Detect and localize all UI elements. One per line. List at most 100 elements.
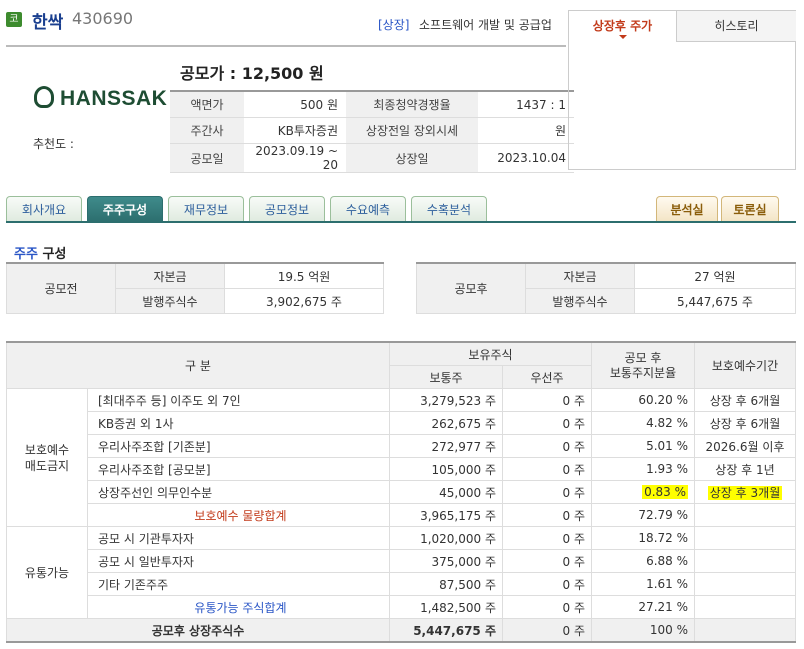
table-row: 보호예수 매도금지 [최대주주 등] 이주도 외 7인 3,279,523 주 … <box>6 388 796 527</box>
info-value: 2023.10.04 <box>478 143 574 173</box>
capital-value: 27 억원 <box>634 262 796 289</box>
preferred-shares: 0 주 <box>502 388 592 412</box>
lockup-period <box>694 595 796 619</box>
holder-name: [최대주주 등] 이주도 외 7인 <box>87 388 390 412</box>
info-value: 1437 : 1 <box>478 90 574 118</box>
before-label: 공모전 <box>6 262 116 314</box>
tab-history[interactable]: 히스토리 <box>676 11 796 42</box>
common-shares: 1,482,500 주 <box>389 595 503 619</box>
lockup-period: 상장 후 3개월 <box>694 480 796 504</box>
preferred-shares: 0 주 <box>502 503 592 527</box>
subtotal-row: 보호예수 물량합계 3,965,175 주 0 주 72.79 % <box>7 503 796 527</box>
preferred-shares: 0 주 <box>502 411 592 435</box>
tab-divider <box>6 221 796 223</box>
common-shares: 272,977 주 <box>389 434 503 458</box>
info-label: 주간사 <box>170 117 244 144</box>
ownership-ratio: 1.93 % <box>591 457 695 481</box>
info-row: 공모일 2023.09.19 ~ 20 상장일 2023.10.04 <box>170 143 574 173</box>
shares-label: 발행주식수 <box>115 288 225 314</box>
company-name: 한싹 <box>32 13 64 33</box>
preferred-shares: 0 주 <box>502 480 592 504</box>
preferred-shares: 0 주 <box>502 434 592 458</box>
table-row: 기타 기존주주 87,500 주 0 주 1.61 % <box>7 572 796 596</box>
holder-name: 공모 시 일반투자자 <box>87 549 390 573</box>
lockup-period: 상장 후 6개월 <box>694 388 796 412</box>
shareholder-table: 구 분 보유주식 공모 후 보통주지분율 보호예수기간 보통주 우선주 보호예수… <box>6 341 796 643</box>
info-label: 공모일 <box>170 143 244 173</box>
header-divider <box>6 45 566 47</box>
after-label: 공모후 <box>416 262 526 314</box>
info-row: 액면가 500 원 최종청약경쟁율 1437 : 1 <box>170 90 574 118</box>
lockup-period: 2026.6월 이후 <box>694 434 796 458</box>
lockup-period <box>694 503 796 527</box>
lockup-period: 상장 후 6개월 <box>694 411 796 435</box>
common-shares: 3,965,175 주 <box>389 503 503 527</box>
market-label[interactable]: [상장] <box>378 18 410 32</box>
info-value: 원 <box>478 117 574 144</box>
ownership-ratio: 27.21 % <box>591 595 695 619</box>
lockup-period <box>694 526 796 550</box>
common-shares: 5,447,675 주 <box>389 618 503 643</box>
highlight: 상장 후 3개월 <box>707 485 783 500</box>
col-holding: 보유주식 <box>389 341 592 366</box>
capital-label: 자본금 <box>525 262 635 289</box>
tab-return-analysis[interactable]: 수혹분석 <box>411 196 487 222</box>
common-shares: 262,675 주 <box>389 411 503 435</box>
table-row: KB증권 외 1사 262,675 주 0 주 4.82 % 상장 후 6개월 <box>7 411 796 435</box>
table-row: 상장주선인 의무인수분 45,000 주 0 주 0.83 % 상장 후 3개월 <box>7 480 796 504</box>
ownership-ratio: 5.01 % <box>591 434 695 458</box>
common-shares: 105,000 주 <box>389 457 503 481</box>
recommend-label: 추천도 : <box>33 137 74 151</box>
info-label: 상장전일 장외시세 <box>346 117 478 144</box>
lockup-period <box>694 549 796 573</box>
shares-value: 3,902,675 주 <box>224 288 384 314</box>
table-row: 유통가능 공모 시 기관투자자 1,020,000 주 0 주 18.72 % <box>6 526 796 619</box>
down-triangle-icon <box>619 35 627 39</box>
lockup-period <box>694 618 796 643</box>
preferred-shares: 0 주 <box>502 595 592 619</box>
total-row: 공모후 상장주식수 5,447,675 주 0 주 100 % <box>6 618 796 643</box>
info-row: 주간사 KB투자증권 상장전일 장외시세 원 <box>170 117 574 144</box>
holder-name: KB증권 외 1사 <box>87 411 390 435</box>
tab-financials[interactable]: 재무정보 <box>168 196 244 222</box>
common-shares: 45,000 주 <box>389 480 503 504</box>
lockup-period: 상장 후 1년 <box>694 457 796 481</box>
capital-before-table: 공모전 자본금 19.5 억원 발행주식수 3,902,675 주 <box>6 262 384 314</box>
tab-company-overview[interactable]: 회사개요 <box>6 196 82 222</box>
holder-name: 우리사주조합 [공모분] <box>87 457 390 481</box>
info-value: 500 원 <box>244 90 346 118</box>
info-value: 2023.09.19 ~ 20 <box>244 143 346 173</box>
col-preferred: 우선주 <box>502 365 592 389</box>
tab-discussion-room[interactable]: 토론실 <box>721 196 779 222</box>
tab-analysis-room[interactable]: 분석실 <box>656 196 718 222</box>
col-ratio: 공모 후 보통주지분율 <box>591 341 695 389</box>
info-value: KB투자증권 <box>244 117 346 144</box>
ownership-ratio: 60.20 % <box>591 388 695 412</box>
group-lockup: 보호예수 매도금지 <box>6 388 88 527</box>
group-tradable: 유통가능 <box>6 526 88 619</box>
subtotal-label: 보호예수 물량합계 <box>87 503 390 527</box>
common-shares: 375,000 주 <box>389 549 503 573</box>
subtotal-row: 유통가능 주식합계 1,482,500 주 0 주 27.21 % <box>7 595 796 619</box>
common-shares: 3,279,523 주 <box>389 388 503 412</box>
common-shares: 87,500 주 <box>389 572 503 596</box>
table-row: 우리사주조합 [공모분] 105,000 주 0 주 1.93 % 상장 후 1… <box>7 457 796 481</box>
section-title: 주주 구성 <box>14 247 67 262</box>
table-row: 우리사주조합 [기존분] 272,977 주 0 주 5.01 % 2026.6… <box>7 434 796 458</box>
industry-label: 소프트웨어 개발 및 공급업 <box>419 18 552 32</box>
tab-ipo-info[interactable]: 공모정보 <box>249 196 325 222</box>
capital-value: 19.5 억원 <box>224 262 384 289</box>
tab-shareholders[interactable]: 주주구성 <box>87 196 163 222</box>
company-code: 430690 <box>72 9 134 28</box>
holder-name: 공모 시 기관투자자 <box>87 526 390 550</box>
holder-name: 우리사주조합 [기존분] <box>87 434 390 458</box>
tab-demand-forecast[interactable]: 수요예측 <box>330 196 406 222</box>
market-badge: 코 <box>6 12 22 27</box>
total-label: 공모후 상장주식수 <box>6 618 390 643</box>
highlight: 0.83 % <box>642 485 688 499</box>
ownership-ratio: 4.82 % <box>591 411 695 435</box>
col-lockup: 보호예수기간 <box>694 341 796 389</box>
preferred-shares: 0 주 <box>502 457 592 481</box>
info-label: 상장일 <box>346 143 478 173</box>
holder-name: 기타 기존주주 <box>87 572 390 596</box>
